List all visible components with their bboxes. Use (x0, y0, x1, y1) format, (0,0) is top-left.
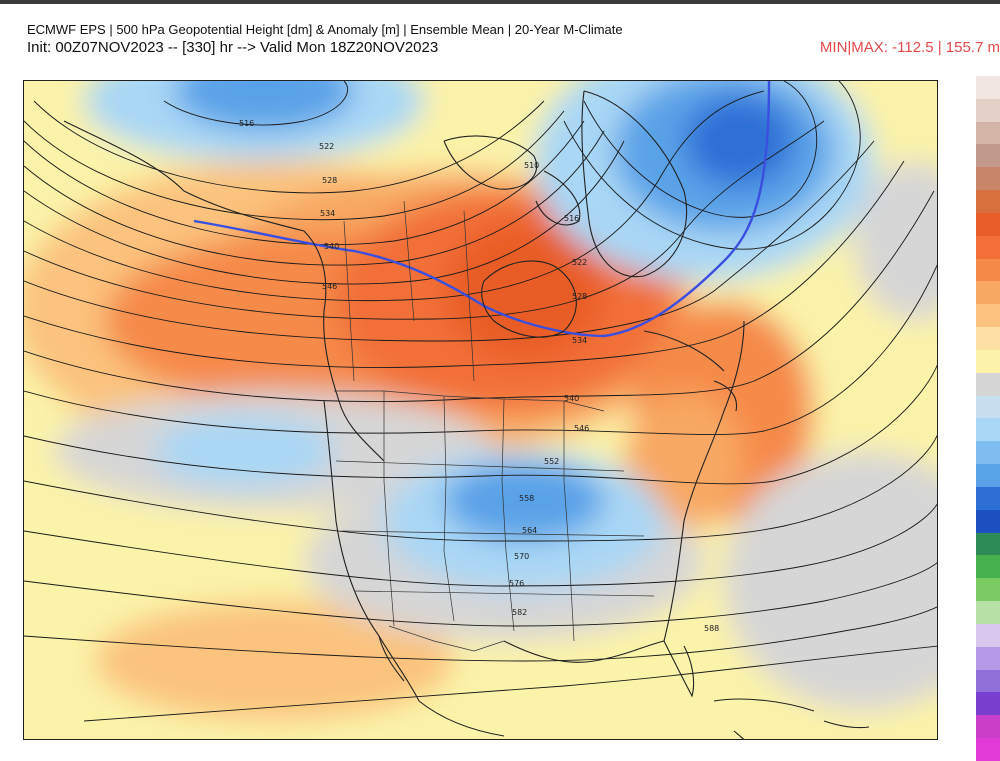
colorbar-swatch (976, 304, 1000, 328)
top-bar (0, 0, 1000, 4)
contour-label: 510 (524, 161, 539, 170)
colorbar-swatch (976, 327, 1000, 350)
colorbar-swatch (976, 349, 1000, 373)
colorbar-swatch (976, 601, 1000, 624)
colorbar-swatch (976, 738, 1000, 761)
chart-title: ECMWF EPS | 500 hPa Geopotential Height … (27, 22, 623, 37)
colorbar-swatch (976, 76, 1000, 99)
colorbar-swatch (976, 190, 1000, 213)
contour-label: 540 (564, 394, 579, 403)
height-contours (24, 81, 937, 722)
contour-labels: 516 522 528 534 540 546 552 558 564 570 576 582 588 5… (239, 119, 719, 633)
contour-label: 522 (319, 142, 334, 151)
min-max-readout: MIN|MAX: -112.5 | 155.7 m (819, 39, 1000, 56)
anomaly-colorbar (976, 76, 1000, 761)
colorbar-swatch (976, 98, 1000, 122)
colorbar-swatch (976, 395, 1000, 419)
colorbar-swatch (976, 532, 1000, 556)
contour-label: 516 (564, 214, 579, 223)
contour-label: 534 (572, 336, 587, 345)
colorbar-swatch (976, 555, 1000, 579)
colorbar-swatch (976, 258, 1000, 282)
contour-label: 552 (544, 457, 559, 466)
colorbar-swatch (976, 578, 1000, 602)
colorbar-swatch (976, 646, 1000, 670)
colorbar-swatch (976, 509, 1000, 533)
colorbar-swatch (976, 281, 1000, 305)
anomaly-map: 516 522 528 534 540 546 552 558 564 570 576 582 588 5… (23, 80, 938, 740)
colorbar-swatch (976, 418, 1000, 442)
contour-540-highlight (193, 81, 771, 338)
colorbar-swatch (976, 372, 1000, 396)
contour-label: 534 (320, 209, 335, 218)
colorbar-swatch (976, 235, 1000, 259)
contour-label: 546 (322, 282, 337, 291)
contour-label: 570 (514, 552, 529, 561)
colorbar-swatch (976, 623, 1000, 647)
colorbar-swatch (976, 121, 1000, 145)
contour-label: 528 (572, 292, 587, 301)
anomaly-fill (24, 81, 937, 739)
contour-label: 540 (324, 242, 339, 251)
colorbar-swatch (976, 167, 1000, 191)
contour-label: 588 (704, 624, 719, 633)
contour-label: 582 (512, 608, 527, 617)
init-valid-time: Init: 00Z07NOV2023 -- [330] hr --> Valid… (27, 39, 439, 56)
colorbar-swatch (976, 212, 1000, 236)
colorbar-swatch (976, 669, 1000, 693)
land-outlines (63, 90, 870, 739)
colorbar-swatch (976, 486, 1000, 510)
contour-label: 522 (572, 258, 587, 267)
colorbar-swatch (976, 692, 1000, 716)
colorbar-swatch (976, 464, 1000, 487)
colorbar-swatch (976, 144, 1000, 168)
contour-label: 564 (522, 526, 537, 535)
colorbar-swatch (976, 715, 1000, 739)
contour-label: 576 (509, 579, 524, 588)
contour-label: 516 (239, 119, 254, 128)
political-borders (334, 200, 655, 652)
colorbar-swatch (976, 441, 1000, 465)
contour-label: 546 (574, 424, 589, 433)
contour-label: 558 (519, 494, 534, 503)
contour-label: 528 (322, 176, 337, 185)
